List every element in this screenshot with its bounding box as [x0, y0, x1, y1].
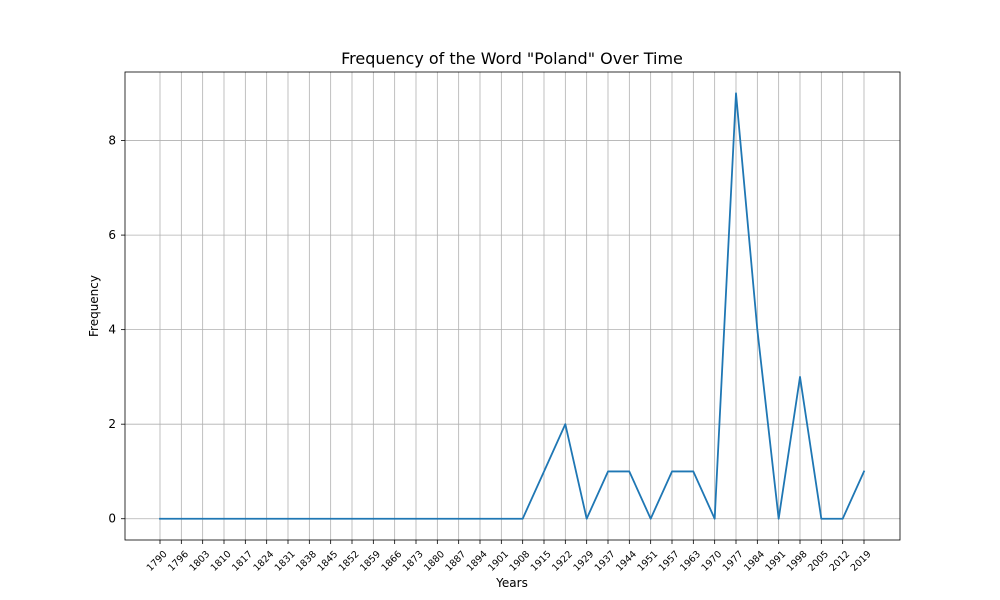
- x-tick-label: 1963: [678, 549, 703, 574]
- x-axis: 1790179618031810181718241831183818451852…: [145, 540, 874, 574]
- x-tick-label: 2019: [849, 549, 874, 574]
- x-tick-label: 1873: [401, 549, 426, 574]
- x-tick-label: 1998: [785, 549, 810, 574]
- x-tick-label: 1894: [465, 549, 490, 574]
- x-tick-label: 1991: [763, 549, 788, 574]
- x-tick-label: 1803: [187, 549, 212, 574]
- grid: [125, 72, 900, 540]
- x-tick-label: 1845: [315, 549, 340, 574]
- x-tick-label: 1977: [721, 549, 746, 574]
- x-tick-label: 1915: [529, 549, 554, 574]
- x-tick-label: 1852: [337, 549, 362, 574]
- plot-frame: [124, 71, 901, 541]
- x-tick-label: 1887: [443, 549, 468, 574]
- x-tick-label: 1984: [742, 549, 767, 574]
- x-tick-label: 2012: [827, 549, 852, 574]
- x-tick-label: 1922: [550, 549, 575, 574]
- y-tick-label: 0: [108, 512, 116, 526]
- x-tick-label: 1937: [593, 549, 618, 574]
- series-line: [159, 92, 866, 520]
- x-tick-label: 1944: [614, 549, 639, 574]
- y-axis: 0 2 4 6 8: [108, 134, 125, 526]
- y-tick-label: 8: [108, 134, 116, 148]
- y-axis-label: Frequency: [87, 275, 101, 337]
- y-tick-label: 2: [108, 417, 116, 431]
- x-tick-label: 1810: [209, 549, 234, 574]
- x-tick-label: 1824: [251, 549, 276, 574]
- x-tick-label: 1790: [145, 549, 170, 574]
- x-tick-label: 2005: [806, 549, 831, 574]
- x-tick-label: 1880: [422, 549, 447, 574]
- y-tick-label: 4: [108, 323, 116, 337]
- x-tick-label: 1908: [507, 549, 532, 574]
- x-tick-label: 1838: [294, 549, 319, 574]
- x-axis-label: Years: [495, 576, 528, 590]
- x-tick-label: 1866: [379, 549, 404, 574]
- x-tick-label: 1951: [635, 549, 660, 574]
- chart-title: Frequency of the Word "Poland" Over Time: [341, 49, 683, 68]
- x-tick-label: 1929: [571, 549, 596, 574]
- x-tick-label: 1817: [230, 549, 255, 574]
- x-tick-label: 1796: [166, 549, 191, 574]
- x-tick-label: 1970: [699, 549, 724, 574]
- y-tick-label: 6: [108, 228, 116, 242]
- x-tick-label: 1831: [273, 549, 298, 574]
- x-tick-label: 1957: [657, 549, 682, 574]
- x-tick-label: 1901: [486, 549, 511, 574]
- series-group: [159, 92, 866, 520]
- x-tick-label: 1859: [358, 549, 383, 574]
